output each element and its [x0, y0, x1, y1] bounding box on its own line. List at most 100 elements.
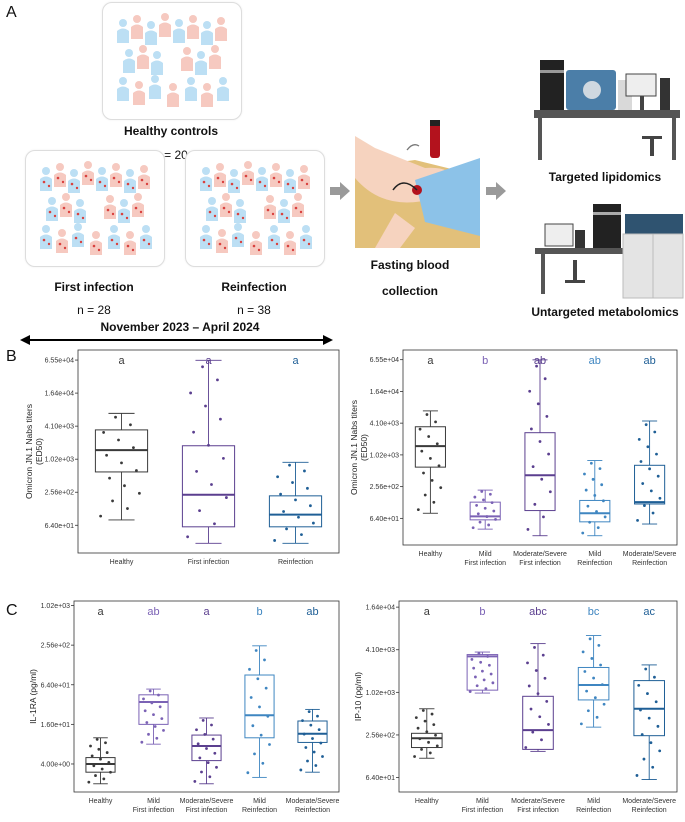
x-category-label: Mild First infection	[462, 798, 504, 814]
significance-letter: b	[479, 606, 485, 618]
y-tick-label: 4.10e+03	[366, 647, 395, 654]
data-point	[602, 499, 605, 503]
significance-letter: bc	[588, 606, 600, 618]
data-point	[529, 707, 533, 711]
significance-letter: a	[424, 606, 431, 618]
data-point	[644, 423, 648, 427]
data-point	[294, 498, 297, 502]
data-point	[211, 737, 215, 741]
data-point	[422, 471, 425, 475]
data-point	[213, 751, 217, 755]
data-point	[543, 377, 547, 381]
data-point	[90, 754, 94, 758]
data-point	[494, 517, 497, 521]
data-point	[648, 467, 651, 471]
data-point	[189, 391, 193, 395]
data-point	[535, 364, 538, 368]
data-point	[111, 499, 114, 503]
significance-letter: a	[118, 355, 125, 367]
reinfection-n-label: n = 38	[237, 303, 271, 317]
data-point	[317, 728, 321, 731]
data-point	[538, 440, 542, 443]
data-point	[102, 777, 106, 781]
x-category-label: Mild First infection	[133, 798, 175, 814]
significance-letter: abc	[529, 606, 547, 618]
data-point	[602, 702, 606, 706]
data-point	[193, 780, 197, 783]
data-point	[248, 667, 251, 671]
data-point	[309, 723, 313, 727]
data-point	[542, 515, 545, 519]
data-point	[219, 417, 222, 421]
data-point	[108, 476, 111, 480]
data-point	[425, 730, 429, 734]
reinfection-label: Reinfection	[221, 280, 287, 294]
x-category-label: Healthy	[419, 551, 443, 558]
healthy-controls-illustration	[102, 2, 242, 120]
data-point	[639, 460, 643, 463]
data-point	[114, 415, 117, 419]
data-point	[413, 755, 416, 758]
data-point	[210, 483, 213, 486]
data-point	[653, 675, 656, 679]
data-point	[256, 677, 260, 681]
x-category-label: Moderate/Severe First infection	[180, 798, 234, 814]
data-point	[309, 504, 312, 508]
data-point	[135, 469, 138, 472]
box-iqr	[579, 499, 611, 523]
data-point	[596, 526, 600, 530]
data-point	[654, 700, 658, 704]
data-point	[589, 461, 593, 465]
data-point	[129, 423, 132, 427]
data-point	[599, 663, 602, 667]
data-point	[210, 723, 213, 727]
data-point	[204, 404, 207, 408]
data-point	[649, 489, 653, 493]
data-point	[99, 757, 102, 761]
significance-letter: ac	[643, 606, 655, 618]
data-point	[491, 681, 495, 685]
data-point	[95, 738, 99, 741]
data-point	[485, 515, 489, 518]
x-category-label: Reinfection	[278, 559, 313, 566]
data-point	[282, 510, 285, 513]
significance-letter: ab	[306, 606, 318, 618]
data-point	[486, 655, 490, 658]
data-point	[429, 457, 432, 460]
plot-frame	[73, 600, 340, 793]
data-point	[316, 714, 319, 718]
data-point	[155, 736, 159, 740]
data-point	[87, 780, 91, 784]
data-point	[588, 520, 592, 524]
data-point	[483, 506, 487, 510]
data-point	[637, 683, 641, 687]
data-point	[205, 747, 208, 750]
data-point	[285, 527, 288, 531]
data-point	[579, 722, 583, 726]
data-point	[658, 749, 662, 753]
chart-ip10: 1.64e+04 4.10e+03 1.02e+03 2.56e+02 6.40e+01…	[353, 600, 678, 814]
data-point	[251, 724, 255, 728]
y-tick-label: 1.02e+03	[41, 603, 70, 610]
data-point	[529, 427, 533, 431]
data-point	[484, 687, 488, 691]
data-point	[434, 733, 437, 737]
data-point	[489, 672, 493, 676]
study-period-label: November 2023 – April 2024	[100, 320, 260, 334]
data-point	[526, 661, 529, 665]
data-point	[203, 733, 207, 736]
data-point	[264, 686, 268, 690]
data-point	[207, 443, 210, 447]
data-point	[646, 692, 649, 695]
data-point	[249, 696, 253, 699]
data-point	[439, 486, 443, 490]
y-tick-label: 4.10e+03	[370, 421, 399, 428]
x-category-label: Moderate/Severe Reinfection	[286, 798, 340, 814]
healthy-people-icon	[117, 13, 229, 107]
data-point	[581, 531, 585, 535]
data-point	[643, 504, 646, 508]
data-point	[206, 761, 210, 765]
data-point	[311, 737, 314, 740]
data-point	[524, 746, 528, 749]
x-category-label: Moderate/Severe Reinfection	[622, 798, 676, 814]
